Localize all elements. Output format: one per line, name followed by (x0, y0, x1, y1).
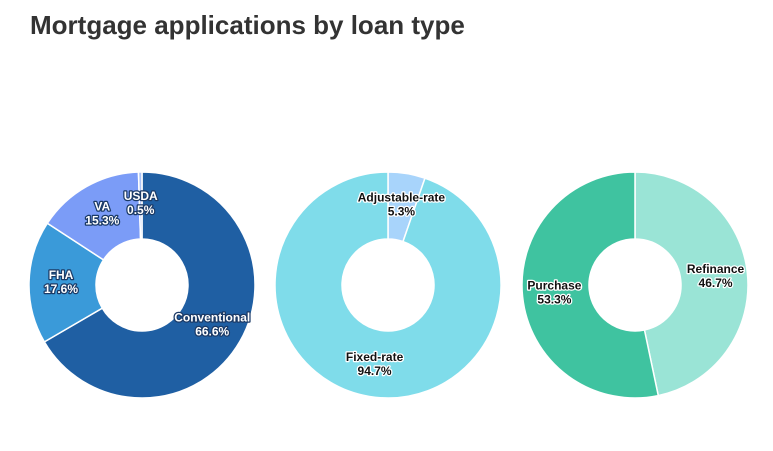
donut-slice (46, 171, 142, 261)
slice-label: Purchase (527, 279, 581, 293)
donut-slice (28, 222, 105, 343)
slice-label: Conventional (174, 311, 250, 325)
chart-title: Mortgage applications by loan type (30, 10, 465, 40)
donut-slice (634, 171, 749, 397)
value-label: 15.3% (85, 214, 119, 228)
slice-label: USDA (124, 189, 158, 203)
donut-slice (43, 171, 256, 399)
slice-label: Adjustable-rate (358, 190, 446, 204)
donut-slice (137, 171, 143, 240)
value-label: 66.6% (195, 325, 229, 339)
value-label: 94.7% (358, 364, 392, 378)
value-label: 46.7% (699, 276, 733, 290)
slice-label: VA (94, 200, 110, 214)
slice-label: FHA (49, 268, 74, 282)
value-label: 0.5% (127, 203, 155, 217)
donut-slice (521, 171, 660, 399)
slice-label: Refinance (687, 262, 745, 276)
value-label: 5.3% (388, 204, 416, 218)
slice-label: Fixed-rate (346, 350, 404, 364)
donut-slice (274, 171, 502, 399)
value-label: 53.3% (537, 293, 571, 307)
value-label: 17.6% (44, 282, 78, 296)
